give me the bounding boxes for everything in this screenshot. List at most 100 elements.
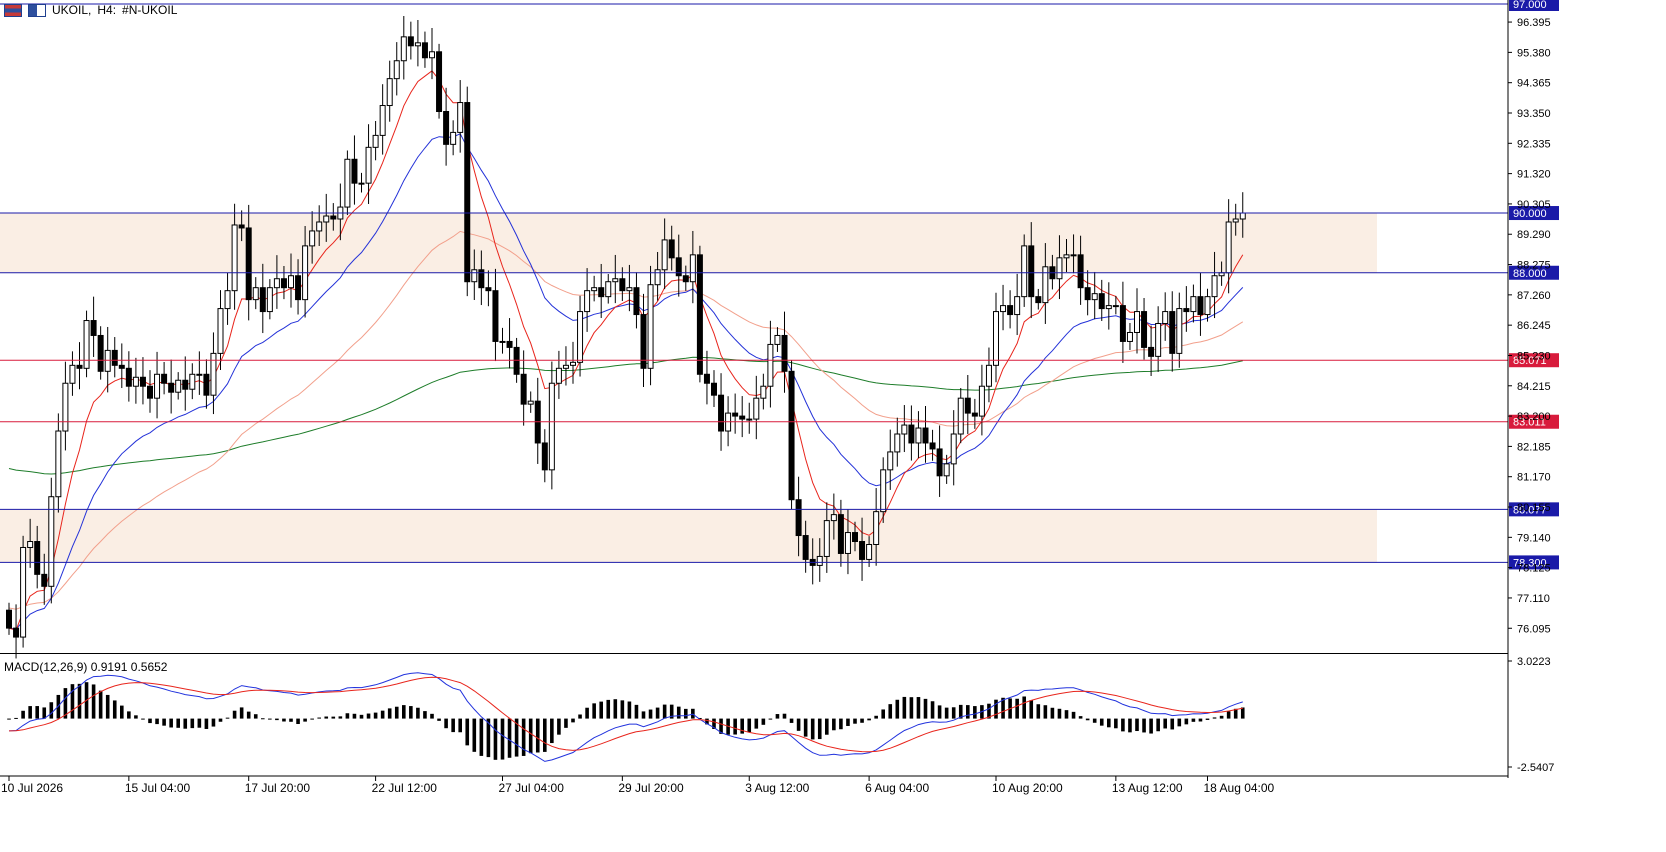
bull-candle[interactable] — [393, 60, 400, 80]
bear-candle[interactable] — [1183, 308, 1190, 313]
bear-candle[interactable] — [492, 290, 499, 342]
bull-candle[interactable] — [231, 224, 238, 292]
bear-candle[interactable] — [436, 51, 443, 113]
bull-candle[interactable] — [823, 520, 830, 557]
bear-candle[interactable] — [139, 376, 146, 387]
bear-candle[interactable] — [908, 424, 915, 444]
bull-candle[interactable] — [132, 376, 139, 387]
bear-candle[interactable] — [711, 382, 717, 396]
bull-candle[interactable] — [753, 397, 760, 420]
bear-candle[interactable] — [675, 257, 682, 277]
bull-candle[interactable] — [499, 340, 506, 343]
bull-candle[interactable] — [562, 364, 569, 369]
bull-candle[interactable] — [605, 281, 612, 298]
bear-candle[interactable] — [351, 158, 358, 184]
bear-candle[interactable] — [718, 394, 725, 432]
bull-candle[interactable] — [555, 367, 562, 384]
bull-candle[interactable] — [746, 418, 753, 421]
bull-candle[interactable] — [950, 433, 957, 465]
bull-candle[interactable] — [196, 373, 203, 376]
bull-candle[interactable] — [429, 51, 435, 59]
bull-candle[interactable] — [1155, 323, 1162, 357]
bull-candle[interactable] — [104, 349, 111, 372]
bull-candle[interactable] — [217, 308, 224, 354]
bull-candle[interactable] — [69, 364, 76, 384]
bull-candle[interactable] — [894, 433, 901, 453]
bull-candle[interactable] — [1021, 245, 1028, 298]
bull-candle[interactable] — [316, 221, 323, 232]
bull-candle[interactable] — [83, 320, 90, 369]
bull-candle[interactable] — [887, 451, 894, 471]
bull-candle[interactable] — [1091, 293, 1098, 301]
bear-candle[interactable] — [203, 373, 210, 396]
bear-candle[interactable] — [421, 42, 428, 59]
bull-candle[interactable] — [266, 287, 273, 313]
bull-candle[interactable] — [1162, 311, 1169, 325]
bull-candle[interactable] — [844, 532, 851, 554]
bear-candle[interactable] — [837, 514, 844, 554]
bull-candle[interactable] — [1063, 254, 1070, 259]
bull-candle[interactable] — [309, 230, 316, 247]
bear-candle[interactable] — [76, 364, 83, 369]
bull-candle[interactable] — [957, 397, 964, 435]
bear-candle[interactable] — [739, 415, 746, 420]
bull-candle[interactable] — [943, 463, 950, 477]
bear-candle[interactable] — [633, 287, 640, 316]
horizontal-levels[interactable]: 97.000 90.000 88.000 85.071 83.011 80.077 78.3… — [0, 0, 1559, 570]
bull-candle[interactable] — [570, 361, 576, 366]
bull-candle[interactable] — [288, 275, 294, 289]
bear-candle[interactable] — [541, 442, 548, 471]
bull-candle[interactable] — [471, 269, 478, 283]
bull-candle[interactable] — [527, 400, 534, 405]
bear-candle[interactable] — [640, 314, 647, 369]
bear-candle[interactable] — [732, 412, 739, 417]
bear-candle[interactable] — [1141, 311, 1148, 348]
bull-candle[interactable] — [873, 511, 880, 545]
bull-candle[interactable] — [379, 105, 386, 136]
bear-candle[interactable] — [295, 275, 302, 301]
bull-candle[interactable] — [386, 78, 393, 107]
candles[interactable] — [6, 16, 1246, 659]
bull-candle[interactable] — [48, 496, 55, 587]
bull-candle[interactable] — [1190, 296, 1197, 313]
bull-candle[interactable] — [1211, 275, 1218, 298]
bull-candle[interactable] — [414, 42, 421, 47]
bear-candle[interactable] — [703, 373, 710, 384]
bull-candle[interactable] — [1056, 257, 1063, 280]
bear-candle[interactable] — [1148, 346, 1155, 357]
bear-candle[interactable] — [1197, 296, 1204, 316]
bear-candle[interactable] — [971, 412, 978, 417]
bear-candle[interactable] — [464, 102, 471, 283]
bull-candle[interactable] — [584, 290, 591, 313]
bear-candle[interactable] — [922, 427, 929, 444]
bear-candle[interactable] — [111, 349, 118, 366]
bear-candle[interactable] — [1077, 254, 1084, 289]
bull-candle[interactable] — [654, 269, 661, 286]
bear-candle[interactable] — [520, 373, 527, 405]
bear-candle[interactable] — [1028, 245, 1035, 298]
bear-candle[interactable] — [668, 239, 675, 259]
bull-candle[interactable] — [210, 352, 217, 396]
bull-candle[interactable] — [450, 131, 457, 145]
bull-candle[interactable] — [548, 382, 555, 471]
bull-candle[interactable] — [661, 239, 668, 271]
bull-candle[interactable] — [591, 287, 598, 292]
bull-candle[interactable] — [372, 134, 379, 148]
bear-candle[interactable] — [619, 278, 626, 292]
bull-candle[interactable] — [1134, 311, 1140, 333]
bear-candle[interactable] — [161, 373, 168, 384]
bull-candle[interactable] — [189, 373, 196, 390]
bear-candle[interactable] — [443, 111, 450, 145]
bull-candle[interactable] — [985, 364, 992, 387]
bull-candle[interactable] — [1112, 305, 1119, 308]
bear-candle[interactable] — [795, 499, 802, 537]
bull-candle[interactable] — [62, 382, 69, 432]
bear-candle[interactable] — [506, 340, 513, 348]
bull-candle[interactable] — [1126, 331, 1133, 342]
bear-candle[interactable] — [936, 448, 943, 477]
bull-candle[interactable] — [866, 543, 873, 560]
bear-candle[interactable] — [41, 573, 48, 587]
bull-candle[interactable] — [830, 514, 837, 522]
